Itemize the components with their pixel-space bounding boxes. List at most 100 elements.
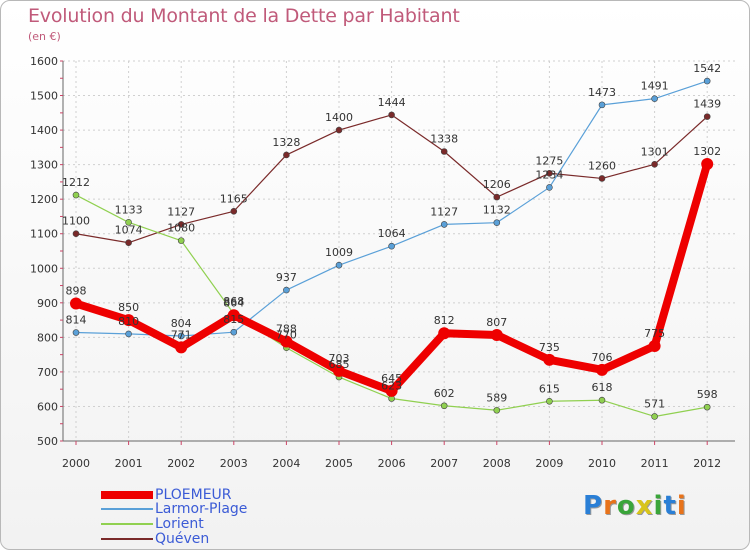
data-point-ploemeur (70, 297, 82, 310)
data-point-qu-ven (651, 160, 658, 168)
x-tick-label: 2003 (220, 457, 248, 470)
y-tick-label: 1300 (30, 159, 58, 172)
data-point-lorient (598, 396, 606, 404)
data-point-larmor-plage (177, 332, 185, 340)
data-label-lorient: 602 (434, 387, 455, 400)
data-point-larmor-plage (125, 330, 132, 338)
data-point-lorient (546, 397, 553, 405)
data-label-larmor-plage: 810 (118, 315, 139, 328)
data-point-qu-ven (230, 207, 238, 215)
x-tick-label: 2000 (62, 457, 90, 470)
x-tick-label: 2004 (272, 457, 300, 470)
x-tick-label: 2006 (378, 457, 406, 470)
data-label-qu-ven: 1400 (325, 111, 353, 124)
data-label-ploemeur: 864 (223, 296, 244, 309)
x-tick-label: 2009 (535, 457, 563, 470)
data-label-larmor-plage: 1491 (641, 80, 669, 93)
data-point-lorient (125, 219, 132, 226)
data-label-lorient: 615 (539, 382, 560, 395)
data-label-qu-ven: 1100 (62, 215, 90, 228)
data-point-qu-ven (177, 221, 185, 228)
data-point-lorient (72, 191, 80, 199)
data-point-qu-ven (125, 239, 132, 247)
data-point-qu-ven (283, 151, 290, 159)
data-point-larmor-plage (72, 329, 80, 336)
data-label-qu-ven: 1301 (641, 145, 669, 158)
data-point-qu-ven (493, 193, 501, 201)
legend-item-queven: Quéven (101, 531, 209, 547)
data-label-qu-ven: 1328 (272, 136, 300, 149)
x-tick-label: 2008 (483, 457, 511, 470)
y-tick-label: 700 (37, 366, 58, 379)
data-point-larmor-plage (335, 261, 343, 269)
legend-swatch-queven (101, 538, 153, 540)
data-label-larmor-plage: 1132 (483, 204, 511, 217)
data-label-larmor-plage: 814 (66, 314, 87, 327)
data-label-qu-ven: 1444 (378, 96, 406, 109)
data-label-qu-ven: 1206 (483, 178, 511, 191)
data-label-larmor-plage: 804 (171, 317, 192, 330)
data-point-qu-ven (598, 175, 606, 182)
y-tick-label: 1200 (30, 193, 58, 206)
data-label-qu-ven: 1165 (220, 192, 248, 205)
data-label-lorient: 623 (381, 380, 402, 393)
chart-subtitle: (en €) (28, 30, 61, 43)
data-point-larmor-plage (651, 95, 658, 102)
data-label-larmor-plage: 1064 (378, 227, 406, 240)
data-point-larmor-plage (230, 328, 238, 336)
data-label-ploemeur: 735 (539, 341, 560, 354)
data-label-qu-ven: 1275 (535, 154, 563, 167)
y-tick-label: 1400 (30, 124, 58, 137)
data-point-ploemeur (596, 363, 608, 376)
legend-label-larmor-plage: Larmor-Plage (155, 501, 248, 517)
data-label-lorient: 598 (697, 388, 718, 401)
data-label-qu-ven: 1260 (588, 159, 616, 172)
data-point-qu-ven (546, 169, 553, 177)
data-point-ploemeur (175, 341, 188, 354)
x-tick-label: 2007 (430, 457, 458, 470)
data-point-lorient (493, 406, 501, 414)
x-tick-label: 2001 (115, 457, 143, 470)
y-tick-label: 1100 (30, 228, 58, 241)
axes: 500 600 700 800 900 1000 1100 1200 1300 1400 1500 1… (30, 55, 735, 470)
data-point-ploemeur (438, 327, 451, 340)
data-label-lorient: 1080 (167, 222, 195, 235)
data-label-lorient: 589 (486, 391, 507, 404)
data-label-lorient: 1133 (115, 203, 143, 216)
data-label-larmor-plage: 1009 (325, 246, 353, 259)
data-point-ploemeur (490, 328, 503, 341)
data-point-qu-ven (335, 126, 343, 134)
logo-letter: r (603, 491, 617, 521)
legend-item-larmor-plage: Larmor-Plage (101, 501, 247, 517)
data-label-qu-ven: 1127 (167, 205, 195, 218)
data-point-ploemeur (648, 340, 661, 352)
logo-letter: P (583, 491, 604, 521)
data-label-ploemeur: 850 (118, 301, 139, 314)
y-tick-label: 1000 (30, 262, 58, 275)
data-label-ploemeur: 898 (66, 285, 87, 298)
data-point-larmor-plage (703, 77, 711, 85)
x-tick-label: 2005 (325, 457, 353, 470)
legend-swatch-ploemeur (101, 491, 153, 499)
data-point-ploemeur (280, 335, 293, 348)
data-point-lorient (651, 413, 658, 420)
data-label-lorient: 770 (276, 329, 297, 342)
data-label-ploemeur: 1302 (693, 145, 721, 158)
logo-letter: i (653, 491, 664, 521)
y-tick-label: 600 (37, 400, 58, 413)
data-point-lorient (177, 237, 185, 244)
data-label-lorient: 1212 (62, 176, 90, 189)
data-point-larmor-plage (283, 286, 290, 294)
data-label-lorient: 685 (329, 358, 350, 371)
x-tick-label: 2011 (641, 457, 669, 470)
x-tick-label: 2012 (693, 457, 721, 470)
data-point-qu-ven (440, 148, 448, 155)
data-point-qu-ven (72, 230, 80, 238)
chart-title: Evolution du Montant de la Dette par Hab… (28, 5, 460, 27)
data-label-ploemeur: 788 (276, 323, 297, 336)
data-point-larmor-plage (546, 184, 553, 191)
data-label-ploemeur: 775 (644, 327, 665, 340)
data-point-ploemeur (543, 353, 556, 366)
data-label-larmor-plage: 1473 (588, 86, 616, 99)
